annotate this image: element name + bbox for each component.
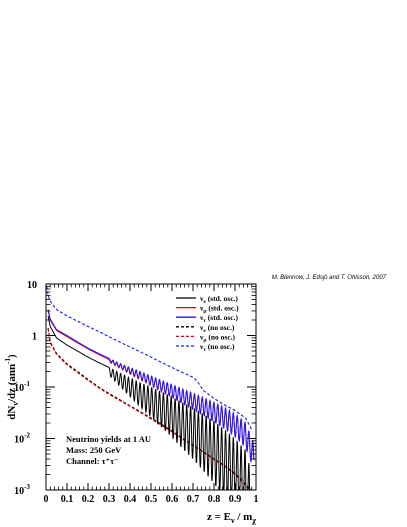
x-tick-label: 0 — [44, 494, 49, 505]
legend-label: νe (no osc.) — [199, 323, 235, 334]
x-tick-label: 0.5 — [145, 494, 158, 505]
x-tick-label: 0.9 — [229, 494, 242, 505]
legend-label: νμ (std. osc.) — [199, 304, 239, 315]
y-tick-label: 10 — [27, 280, 37, 291]
series-line-5 — [46, 286, 253, 430]
axis-titles: dNν/dz (ann-1) z = Eν / mχ — [4, 354, 256, 525]
y-tick-label: 10-1 — [14, 380, 30, 394]
x-tick-label: 0.7 — [187, 494, 200, 505]
x-tick-label: 0.8 — [208, 494, 221, 505]
y-axis-title: dNν/dz (ann-1) — [4, 354, 20, 420]
series-layer — [46, 286, 255, 491]
series-line-4 — [47, 328, 253, 491]
x-tick-label: 0.2 — [82, 494, 95, 505]
y-tick-label: 10-3 — [14, 483, 30, 497]
x-tick-label: 0.4 — [124, 494, 137, 505]
info-line: Channel: τ⁺τ⁻ — [66, 456, 118, 466]
axes-layer: 0 0.1 0.2 0.3 0.4 0.5 0.6 0.7 0.8 0.9 1 10 1 10-1 10-2… — [14, 280, 258, 505]
legend-label: ντ (std. osc.) — [199, 313, 238, 324]
x-tick-label: 0.3 — [103, 494, 116, 505]
info-line: Mass: 250 GeV — [66, 445, 122, 455]
x-axis-title: z = Eν / mχ — [207, 511, 256, 525]
series-line-0 — [47, 315, 252, 491]
legend: νe (std. osc.)νμ (std. osc.)ντ (std. osc… — [176, 294, 239, 353]
x-tick-label: 0.6 — [166, 494, 179, 505]
chart-credit: M. Blennow, J. Edsjö and T. Ohlsson, 200… — [272, 275, 387, 281]
series-line-2 — [47, 309, 255, 463]
legend-label: νe (std. osc.) — [199, 294, 238, 305]
info-line: Neutrino yields at 1 AU — [66, 434, 151, 444]
y-tick-label: 10-2 — [14, 432, 30, 446]
x-tick-label: 1 — [254, 494, 259, 505]
legend-label: νμ (no osc.) — [199, 332, 236, 343]
legend-label: ντ (no osc.) — [199, 342, 235, 353]
y-tick-label: 1 — [32, 332, 37, 343]
x-tick-label: 0.1 — [61, 494, 74, 505]
